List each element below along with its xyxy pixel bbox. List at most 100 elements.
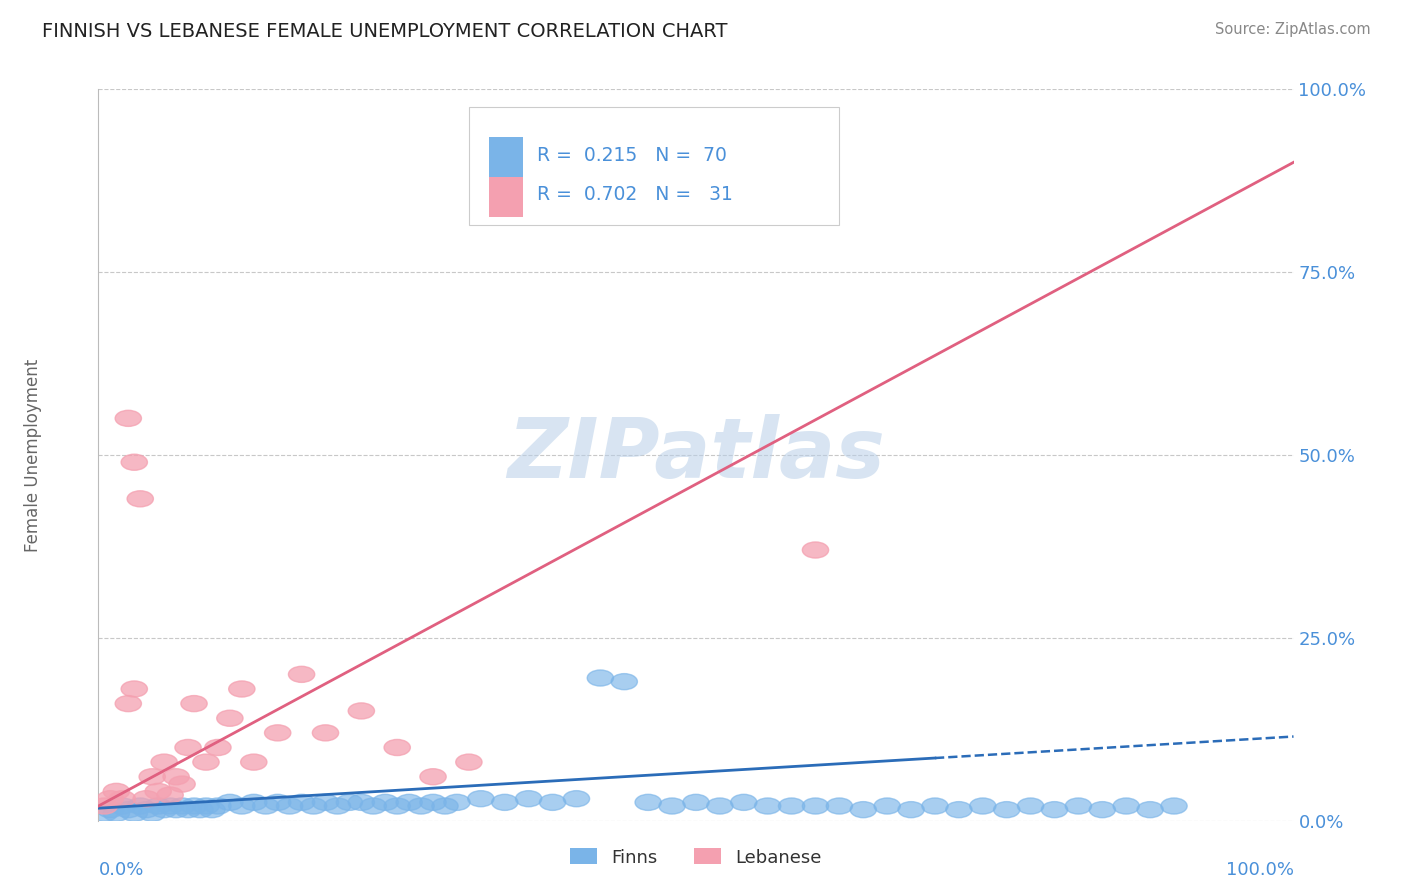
Ellipse shape xyxy=(779,798,804,814)
Ellipse shape xyxy=(205,739,231,756)
Ellipse shape xyxy=(588,670,613,686)
Ellipse shape xyxy=(683,794,709,811)
Ellipse shape xyxy=(121,681,148,697)
Ellipse shape xyxy=(127,798,153,814)
Ellipse shape xyxy=(229,798,254,814)
Ellipse shape xyxy=(659,798,685,814)
Ellipse shape xyxy=(139,769,166,785)
Ellipse shape xyxy=(150,802,177,818)
Ellipse shape xyxy=(420,794,446,811)
Ellipse shape xyxy=(145,783,172,799)
Ellipse shape xyxy=(564,790,589,806)
Ellipse shape xyxy=(264,794,291,811)
Ellipse shape xyxy=(432,798,458,814)
Ellipse shape xyxy=(516,790,541,806)
Ellipse shape xyxy=(174,739,201,756)
Ellipse shape xyxy=(217,794,243,811)
Ellipse shape xyxy=(1137,802,1163,818)
Ellipse shape xyxy=(193,798,219,814)
Ellipse shape xyxy=(169,776,195,792)
Text: 0.0%: 0.0% xyxy=(98,861,143,879)
Legend: Finns, Lebanese: Finns, Lebanese xyxy=(562,841,830,874)
Text: 100.0%: 100.0% xyxy=(1226,861,1294,879)
Ellipse shape xyxy=(325,798,350,814)
Ellipse shape xyxy=(193,754,219,770)
Text: R =  0.702   N =   31: R = 0.702 N = 31 xyxy=(537,185,733,204)
Bar xyxy=(489,177,523,217)
Ellipse shape xyxy=(163,802,190,818)
Ellipse shape xyxy=(181,696,207,712)
Ellipse shape xyxy=(1114,798,1139,814)
Text: R =  0.215   N =  70: R = 0.215 N = 70 xyxy=(537,145,727,164)
Ellipse shape xyxy=(970,798,995,814)
Text: FINNISH VS LEBANESE FEMALE UNEMPLOYMENT CORRELATION CHART: FINNISH VS LEBANESE FEMALE UNEMPLOYMENT … xyxy=(42,22,728,41)
Ellipse shape xyxy=(755,798,780,814)
Ellipse shape xyxy=(384,798,411,814)
Ellipse shape xyxy=(139,805,166,822)
Ellipse shape xyxy=(134,790,159,806)
FancyBboxPatch shape xyxy=(470,108,839,225)
Ellipse shape xyxy=(150,754,177,770)
Text: ZIPatlas: ZIPatlas xyxy=(508,415,884,495)
Ellipse shape xyxy=(384,739,411,756)
Ellipse shape xyxy=(875,798,900,814)
Ellipse shape xyxy=(181,798,207,814)
Ellipse shape xyxy=(1066,798,1091,814)
Ellipse shape xyxy=(97,790,124,806)
Ellipse shape xyxy=(288,666,315,682)
Ellipse shape xyxy=(612,673,637,690)
Ellipse shape xyxy=(264,725,291,741)
Text: Female Unemployment: Female Unemployment xyxy=(24,359,42,551)
Ellipse shape xyxy=(707,798,733,814)
Ellipse shape xyxy=(157,798,183,814)
Ellipse shape xyxy=(103,805,129,822)
Ellipse shape xyxy=(349,794,374,811)
Ellipse shape xyxy=(115,410,142,426)
Ellipse shape xyxy=(163,769,190,785)
Ellipse shape xyxy=(408,798,434,814)
Ellipse shape xyxy=(110,790,135,806)
Ellipse shape xyxy=(115,696,142,712)
Ellipse shape xyxy=(157,787,183,803)
Ellipse shape xyxy=(444,794,470,811)
Ellipse shape xyxy=(198,802,225,818)
Ellipse shape xyxy=(1042,802,1067,818)
Ellipse shape xyxy=(91,805,118,822)
Ellipse shape xyxy=(492,794,517,811)
Ellipse shape xyxy=(396,794,422,811)
Ellipse shape xyxy=(827,798,852,814)
Ellipse shape xyxy=(468,790,494,806)
Ellipse shape xyxy=(187,802,214,818)
Ellipse shape xyxy=(301,798,326,814)
Ellipse shape xyxy=(97,802,124,818)
Ellipse shape xyxy=(121,454,148,470)
Ellipse shape xyxy=(898,802,924,818)
Ellipse shape xyxy=(312,794,339,811)
Ellipse shape xyxy=(803,798,828,814)
Text: Source: ZipAtlas.com: Source: ZipAtlas.com xyxy=(1215,22,1371,37)
Ellipse shape xyxy=(103,783,129,799)
Ellipse shape xyxy=(1090,802,1115,818)
Ellipse shape xyxy=(121,805,148,822)
Ellipse shape xyxy=(349,703,374,719)
Ellipse shape xyxy=(360,798,387,814)
Ellipse shape xyxy=(288,794,315,811)
Ellipse shape xyxy=(240,754,267,770)
Ellipse shape xyxy=(217,710,243,726)
Ellipse shape xyxy=(169,798,195,814)
Ellipse shape xyxy=(1018,798,1043,814)
Ellipse shape xyxy=(994,802,1019,818)
Ellipse shape xyxy=(145,798,172,814)
Ellipse shape xyxy=(240,794,267,811)
Ellipse shape xyxy=(110,798,135,814)
Ellipse shape xyxy=(174,802,201,818)
Ellipse shape xyxy=(205,798,231,814)
Ellipse shape xyxy=(456,754,482,770)
Ellipse shape xyxy=(946,802,972,818)
Ellipse shape xyxy=(91,798,118,814)
Ellipse shape xyxy=(540,794,565,811)
Ellipse shape xyxy=(420,769,446,785)
Ellipse shape xyxy=(636,794,661,811)
Ellipse shape xyxy=(373,794,398,811)
Ellipse shape xyxy=(134,802,159,818)
